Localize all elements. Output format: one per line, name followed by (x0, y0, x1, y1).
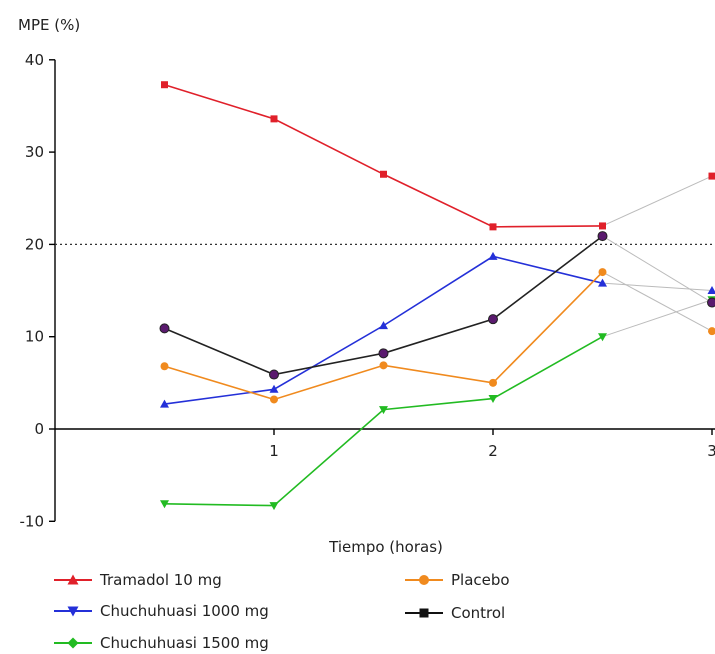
legend-item: Chuchuhuasi 1000 mg (54, 602, 269, 620)
data-point (161, 81, 168, 89)
legend-marker (67, 574, 79, 585)
series-line-extension (602, 235, 713, 303)
data-point (488, 395, 498, 404)
series-line (164, 83, 603, 228)
legend-label: Chuchuhuasi 1500 mg (100, 634, 269, 652)
y-tick-label: 10 (25, 328, 44, 346)
legend-item: Chuchuhuasi 1500 mg (54, 634, 269, 652)
legend-item: Control (405, 604, 505, 622)
data-point (707, 297, 715, 308)
series-2 (160, 251, 715, 408)
data-point (489, 223, 497, 231)
series-1 (161, 81, 715, 231)
legend-marker (419, 575, 429, 585)
data-point (488, 251, 498, 260)
series-5 (159, 231, 715, 380)
data-point (598, 268, 607, 277)
series-line-extension (602, 299, 713, 338)
legend-marker (67, 606, 79, 617)
series-line (164, 271, 604, 401)
x-tick-label: 1 (269, 442, 279, 460)
x-tick-label: 2 (488, 442, 498, 460)
legend-label: Chuchuhuasi 1000 mg (100, 602, 269, 620)
legend-label: Placebo (451, 571, 510, 589)
data-point (269, 502, 279, 511)
data-point (270, 115, 278, 123)
data-point (160, 362, 169, 371)
data-point (599, 222, 606, 230)
legend-label: Control (451, 604, 505, 622)
y-tick-label: 40 (25, 51, 44, 69)
y-axis-label: MPE (%) (18, 16, 80, 34)
x-axis-label: Tiempo (horas) (328, 538, 443, 556)
data-point (160, 399, 169, 408)
legend-item: Tramadol 10 mg (54, 571, 222, 589)
legend-marker (67, 637, 79, 649)
data-point (708, 327, 715, 336)
data-point (597, 231, 608, 242)
series-3 (160, 296, 715, 511)
series-line-extension (602, 282, 713, 292)
data-point (379, 321, 388, 330)
y-tick-label: 30 (25, 143, 44, 161)
data-point (270, 395, 278, 404)
data-point (598, 333, 607, 342)
data-point (489, 378, 497, 387)
data-point (707, 286, 715, 295)
y-tick-label: -10 (20, 512, 45, 530)
axes: -10 0 10 20 30 40 1 2 3 (20, 51, 715, 530)
data-point (160, 500, 169, 509)
series-line (164, 255, 603, 405)
series-4 (160, 268, 715, 404)
legend-marker (419, 608, 429, 618)
data-point (379, 406, 388, 415)
series-line-extension (602, 271, 713, 332)
x-tick-label: 3 (707, 442, 715, 460)
data-point (378, 348, 389, 359)
data-point (269, 369, 279, 380)
data-point (379, 361, 388, 370)
data-point (488, 314, 498, 325)
series-line-extension (602, 175, 713, 227)
y-tick-label: 0 (34, 420, 44, 438)
legend: Tramadol 10 mg Chuchuhuasi 1000 mg Chuchuh… (54, 571, 510, 652)
data-point (269, 384, 279, 393)
data-point (380, 170, 387, 178)
data-point (598, 278, 607, 287)
y-tick-label: 20 (25, 235, 44, 253)
series-layer (159, 81, 715, 511)
legend-label: Tramadol 10 mg (99, 571, 222, 589)
data-point (708, 172, 715, 180)
legend-item: Placebo (405, 571, 510, 589)
data-point (159, 323, 170, 334)
